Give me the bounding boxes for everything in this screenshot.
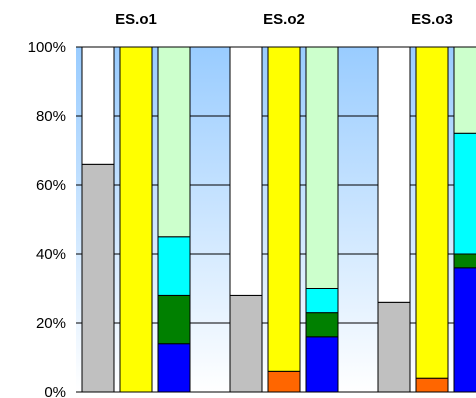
y-tick-label: 20% — [36, 315, 66, 332]
bar-segment — [453, 253, 476, 269]
y-tick-label: 60% — [36, 177, 66, 194]
group-titles: ES.o1 ES.o2 ES.o3 — [115, 11, 453, 28]
y-axis-ticks: 0% 20% 40% 60% 80% 100% — [28, 39, 66, 398]
bar-segment — [377, 46, 411, 303]
bar-segment — [377, 301, 411, 393]
bar-segment — [305, 288, 339, 314]
bar-segment — [305, 46, 339, 289]
group-title: ES.o2 — [263, 11, 305, 28]
y-tick-label: 0% — [44, 384, 66, 398]
bar-segment — [305, 312, 339, 338]
bar-segment — [229, 294, 263, 393]
group-title: ES.o3 — [411, 11, 453, 28]
bar-segment — [81, 46, 115, 165]
group-title: ES.o1 — [115, 11, 157, 28]
bar-segment — [305, 336, 339, 393]
bar-segment — [453, 132, 476, 255]
bar-segment — [453, 267, 476, 393]
y-tick-label: 40% — [36, 246, 66, 263]
bar-segment — [415, 46, 449, 379]
bar-segment — [415, 377, 449, 393]
bar-segment — [157, 46, 191, 238]
y-tick-label: 80% — [36, 108, 66, 125]
bar-segment — [453, 46, 476, 134]
bar-segment — [157, 343, 191, 393]
bar-segment — [229, 46, 263, 296]
y-tick-label: 100% — [28, 39, 66, 56]
bar-segment — [267, 370, 301, 393]
bar-segment — [119, 46, 153, 393]
bar-segment — [157, 294, 191, 345]
bar-segment — [267, 46, 301, 372]
bars — [81, 46, 476, 393]
bar-segment — [157, 236, 191, 296]
bar-segment — [81, 163, 115, 393]
